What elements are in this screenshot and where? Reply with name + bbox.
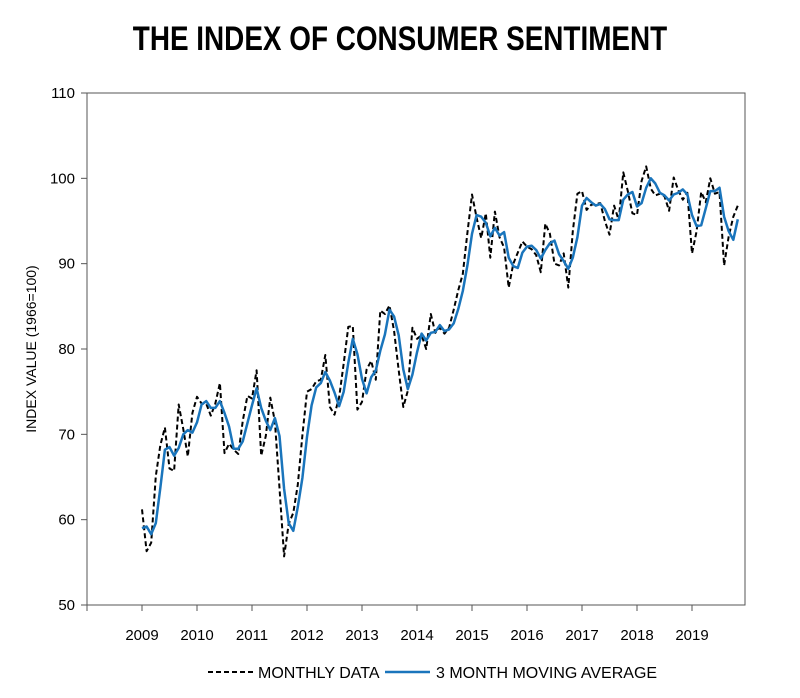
x-tick-label: 2011 <box>236 627 268 644</box>
y-tick-label: 90 <box>58 256 75 273</box>
series-layer <box>141 165 740 558</box>
x-tick-label: 2010 <box>180 627 213 644</box>
y-tick-label: 50 <box>58 597 75 614</box>
legend: MONTHLY DATA 3 MONTH MOVING AVERAGE <box>208 665 657 682</box>
y-axis-label: INDEX VALUE (1966=100) <box>23 265 39 432</box>
x-tick-label: 2009 <box>125 627 158 644</box>
series-line-moving-average <box>141 177 740 536</box>
y-tick-label: 60 <box>58 512 75 529</box>
y-axis: 50 60 70 80 90 100 110 <box>50 85 87 614</box>
x-tick-label: 2014 <box>400 627 433 644</box>
x-tick-label: 2012 <box>290 627 323 644</box>
x-tick-label: 2019 <box>675 627 708 644</box>
legend-label-monthly: MONTHLY DATA <box>258 665 380 682</box>
y-tick-label: 70 <box>58 426 75 443</box>
x-axis: 2009 2010 2011 2012 2013 2014 2015 2016 2017 2018… <box>86 605 709 644</box>
series-line-monthly-data <box>141 165 739 558</box>
y-tick-label: 80 <box>58 341 75 358</box>
chart-title: THE INDEX OF CONSUMER SENTIMENT <box>132 20 668 58</box>
y-tick-label: 100 <box>50 170 75 187</box>
x-tick-label: 2017 <box>565 627 598 644</box>
x-tick-label: 2013 <box>345 627 378 644</box>
plot-area <box>86 92 746 606</box>
x-tick-label: 2018 <box>620 627 653 644</box>
x-tick-label: 2015 <box>455 627 488 644</box>
legend-label-moving-average: 3 MONTH MOVING AVERAGE <box>436 665 657 682</box>
y-tick-label: 110 <box>51 85 75 102</box>
x-tick-label: 2016 <box>510 627 543 644</box>
